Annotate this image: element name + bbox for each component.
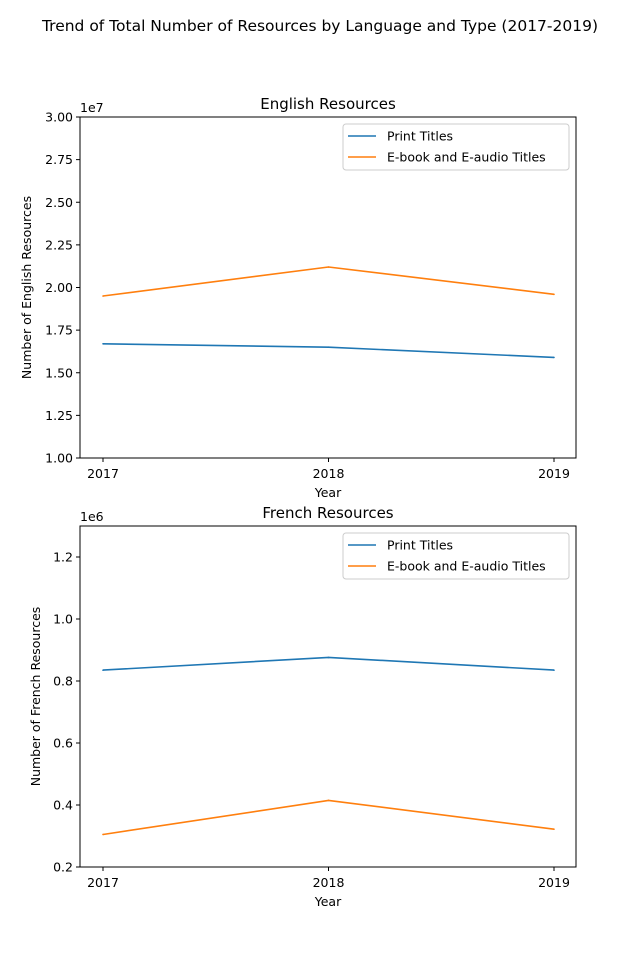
- data-point-print-titles-2018: [327, 346, 330, 348]
- legend-label: Print Titles: [387, 538, 453, 553]
- y-tick-label: 1.0: [53, 612, 73, 627]
- y-tick-label: 0.8: [53, 674, 73, 689]
- data-point-print-titles-2019: [553, 356, 555, 359]
- y-tick-label: 2.75: [45, 152, 73, 167]
- data-point-e-book-and-e-audio-titles-2017: [102, 833, 104, 836]
- series-line-e-book-and-e-audio-titles: [102, 266, 555, 297]
- series-line-print-titles: [102, 656, 555, 671]
- figure-title: Trend of Total Number of Resources by La…: [41, 17, 598, 35]
- y-tick-label: 2.50: [45, 195, 73, 210]
- series-line-e-book-and-e-audio-titles: [102, 799, 555, 836]
- y-tick-label: 0.6: [53, 736, 73, 751]
- x-tick-label: 2018: [313, 466, 345, 481]
- y-tick-label: 1.50: [45, 365, 73, 380]
- data-point-e-book-and-e-audio-titles-2019: [553, 293, 555, 296]
- data-point-e-book-and-e-audio-titles-2018: [327, 799, 330, 802]
- y-tick-label: 2.00: [45, 280, 73, 295]
- legend-box: [342, 532, 570, 580]
- y-tick-label: 1.2: [53, 550, 73, 565]
- x-tick-label: 2017: [87, 875, 119, 890]
- data-point-print-titles-2018: [327, 656, 330, 659]
- legend: Print Titles E-book and E-audio Titles: [342, 532, 570, 580]
- legend: Print Titles E-book and E-audio Titles: [342, 123, 570, 171]
- x-tick-label: 2017: [87, 466, 119, 481]
- x-tick-label: 2018: [313, 875, 345, 890]
- data-point-e-book-and-e-audio-titles-2017: [102, 295, 104, 297]
- y-offset-label: 1e7: [80, 100, 104, 115]
- data-point-print-titles-2017: [102, 669, 104, 671]
- data-point-print-titles-2017: [102, 342, 104, 345]
- chart-title: English Resources: [260, 95, 396, 113]
- x-tick-label: 2019: [538, 466, 570, 481]
- legend-box: [342, 123, 570, 171]
- y-tick-label: 0.4: [53, 798, 73, 813]
- x-axis-label: Year: [314, 894, 342, 909]
- y-tick-label: 1.75: [45, 323, 73, 338]
- x-tick-label: 2019: [538, 875, 570, 890]
- french-resources-panel: French Resources 2017 2018 2019 0.2 0.4 0.6 0.8…: [28, 504, 577, 909]
- data-point-e-book-and-e-audio-titles-2018: [327, 266, 330, 268]
- y-tick-label: 1.00: [45, 451, 73, 466]
- y-tick-label: 0.2: [53, 860, 73, 875]
- y-tick-label: 3.00: [45, 110, 73, 125]
- data-point-print-titles-2019: [553, 669, 555, 671]
- legend-label: E-book and E-audio Titles: [387, 559, 546, 574]
- series-line-print-titles: [102, 343, 555, 359]
- legend-label: E-book and E-audio Titles: [387, 150, 546, 165]
- data-point-e-book-and-e-audio-titles-2019: [553, 828, 555, 830]
- x-axis-label: Year: [314, 485, 342, 500]
- y-tick-label: 1.25: [45, 408, 73, 423]
- english-resources-panel: English Resources 2017 2018 2019 1.00 1.25 1.5…: [19, 95, 577, 500]
- legend-label: Print Titles: [387, 129, 453, 144]
- chart-title: French Resources: [262, 504, 393, 522]
- y-offset-label: 1e6: [80, 509, 104, 524]
- y-axis-label: Number of English Resources: [19, 196, 34, 379]
- y-axis-label: Number of French Resources: [28, 607, 43, 787]
- y-tick-label: 2.25: [45, 237, 73, 252]
